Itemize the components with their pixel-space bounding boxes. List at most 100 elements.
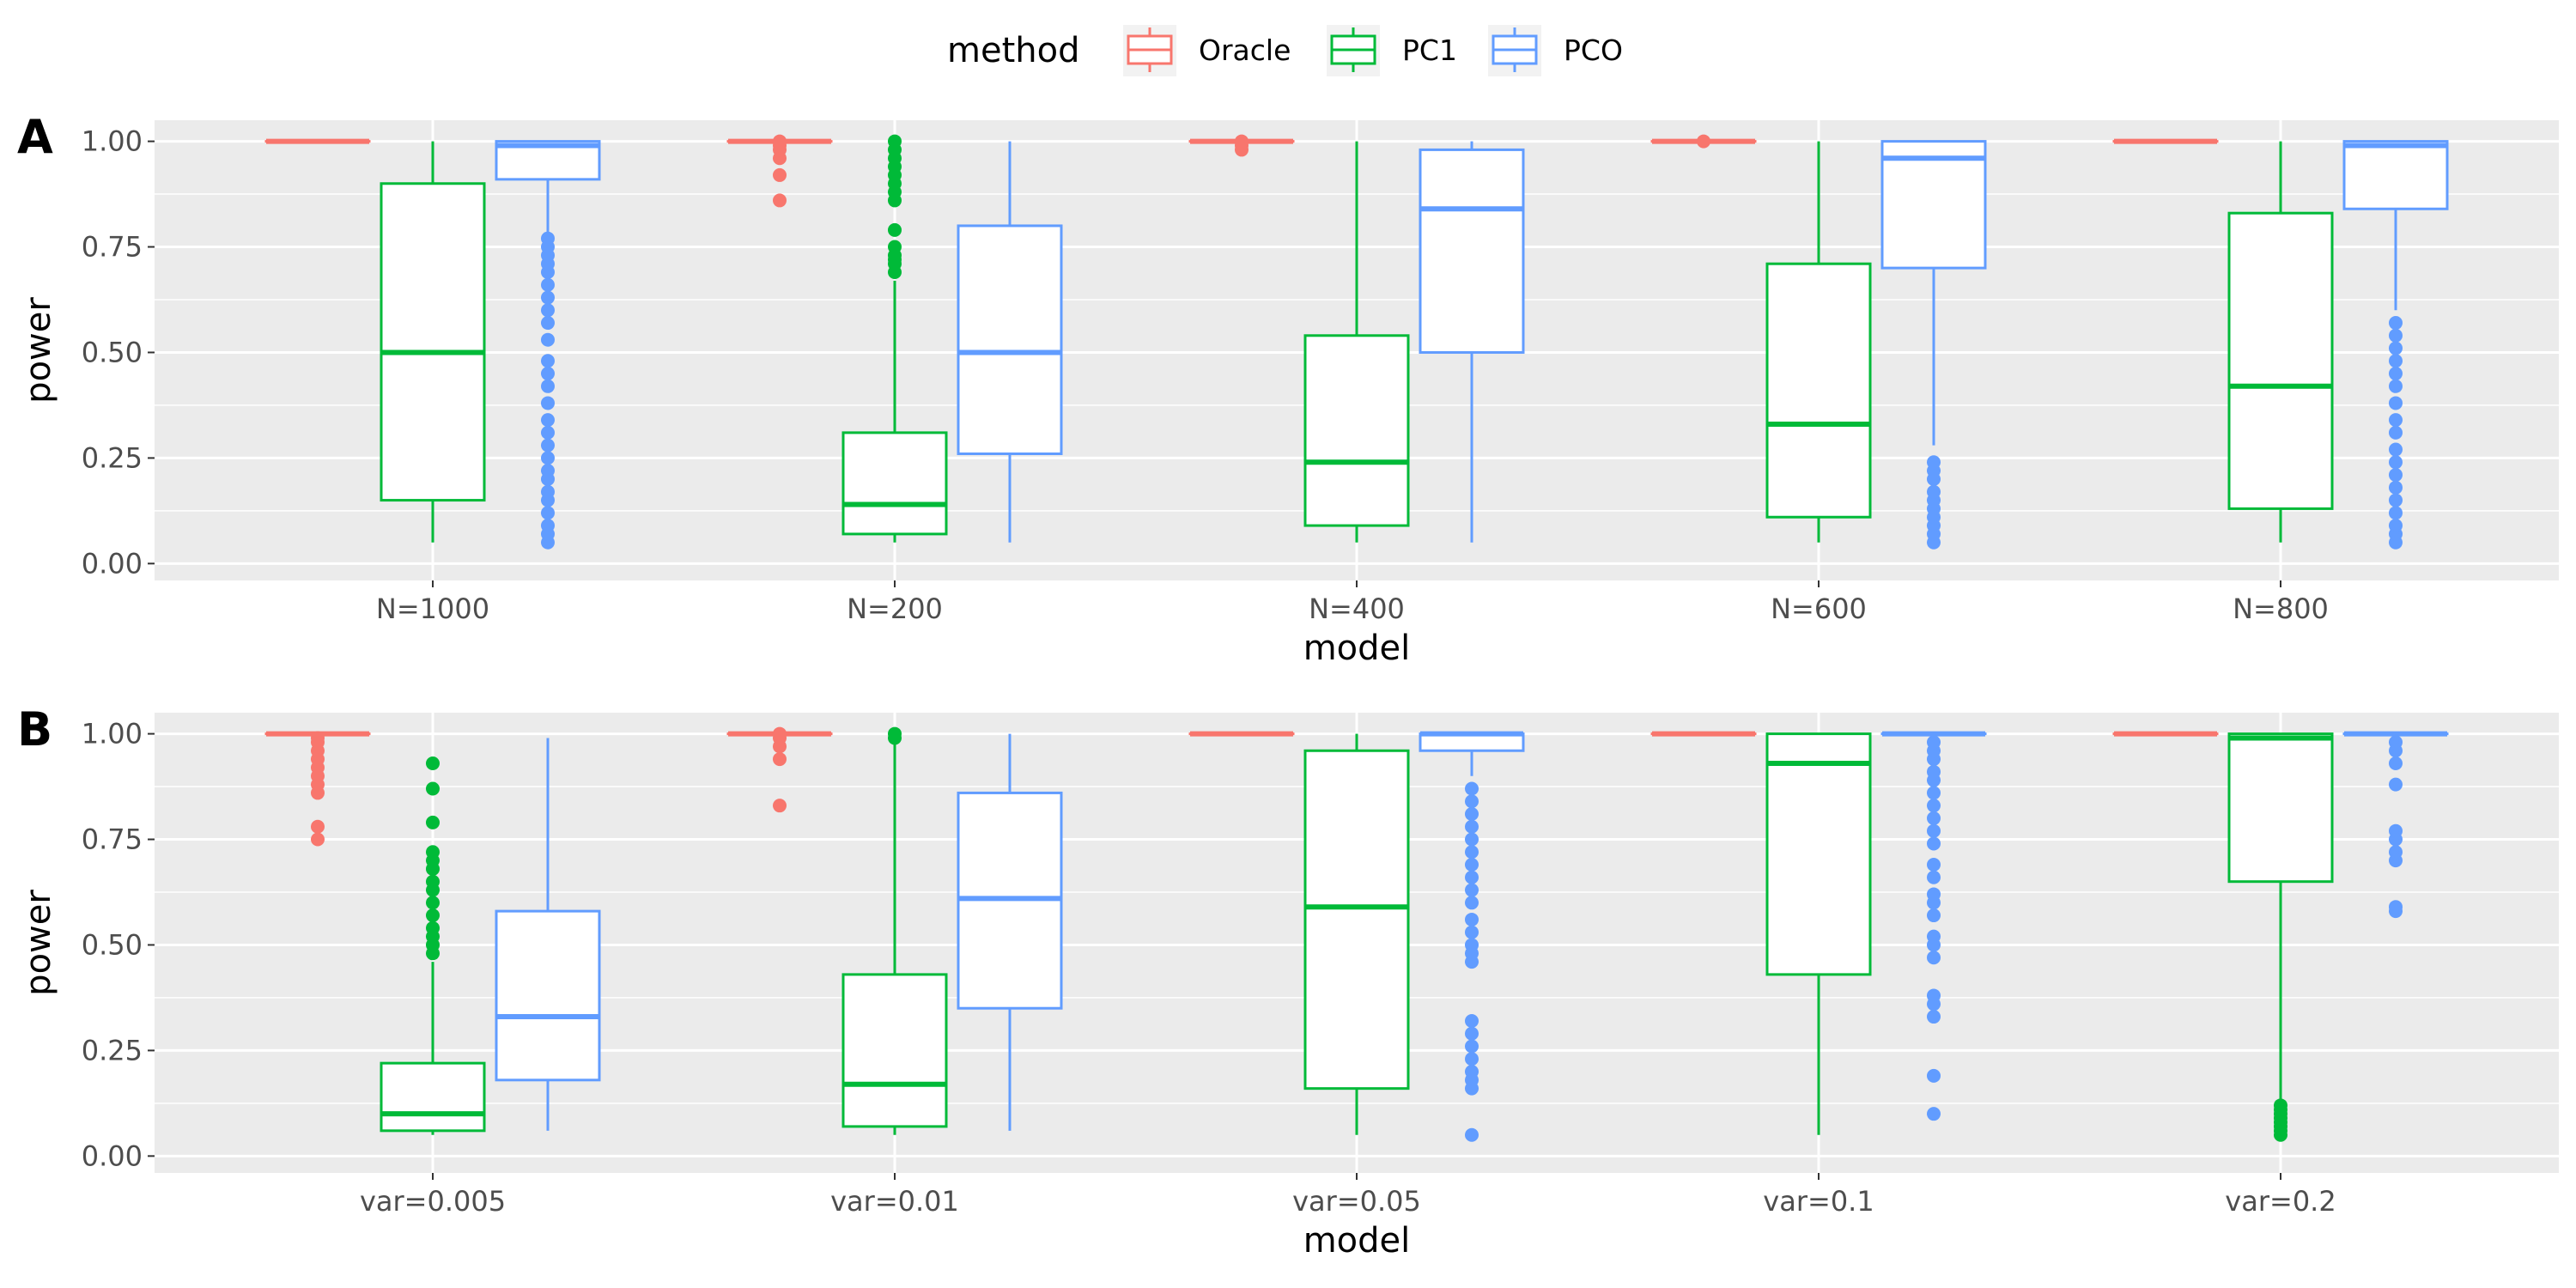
box-body [841,973,948,1128]
outlier-point [541,316,555,331]
outlier-point [1927,823,1941,838]
outlier-point [1927,484,1941,499]
y-tick-label: 0.50 [82,336,143,368]
box-pc1-var-0-05 [1303,733,1410,1135]
outlier-point [2389,845,2403,860]
y-tick-label: 0.75 [82,823,143,856]
outlier-point [1465,883,1479,897]
x-tick-label-n-1000: N=1000 [376,592,489,625]
outlier-point [1465,832,1479,847]
box-body [1419,148,1525,354]
box-pco-var-0-005 [495,738,601,1131]
outlier-point [1927,455,1941,470]
outlier-point [426,920,440,935]
x-tick-label-var-0-005: var=0.005 [360,1185,506,1218]
outlier-point [541,277,555,292]
outlier-point [2389,379,2403,393]
outlier-point [541,451,555,465]
box-pco-n-1000 [495,140,601,550]
outlier-point [541,231,555,246]
outlier-point [1465,870,1479,884]
outlier-point [426,781,440,796]
outlier-point [1927,799,1941,813]
outlier-point [541,484,555,499]
x-tick-label-var-0-01: var=0.01 [830,1185,959,1218]
outlier-point [541,303,555,318]
outlier-point [1927,988,1941,1003]
outlier-point [2389,735,2403,750]
outlier-point [541,379,555,393]
box-oracle-n-200 [726,134,833,208]
box-body [2227,732,2334,884]
outlier-point [1927,1068,1941,1083]
outlier-point [2389,480,2403,495]
outlier-point [1927,908,1941,923]
legend-title: method [947,31,1079,70]
box-body [2342,140,2449,210]
y-tick-label: 1.00 [82,125,143,158]
legend-entry-pc1: PC1 [1327,25,1457,76]
box-body [957,224,1063,455]
panel-a: 0.00 0.25 0.50 0.75 1.00 N=1000 N=200 N=400 N=60… [17,110,2559,668]
outlier-point [888,240,902,254]
box-body [495,909,601,1082]
box-pc1-n-600 [1765,141,1872,543]
outlier-point [1465,938,1479,952]
outlier-point [2389,756,2403,771]
outlier-point [1465,912,1479,927]
x-tick-label-n-400: N=400 [1309,592,1405,625]
outlier-point [1697,134,1710,149]
box-pc1-n-800 [2227,141,2334,543]
outlier-point [888,726,902,741]
box-oracle-var-0-01 [726,726,833,813]
outlier-point [1465,794,1479,809]
y-tick-label: 0.00 [82,1139,143,1172]
outlier-point [541,464,555,478]
outlier-point [1927,929,1941,944]
outlier-point [541,354,555,368]
panel-label: B [17,702,52,756]
outlier-point [773,134,787,149]
outlier-point [541,519,555,533]
outlier-point [2389,341,2403,355]
outlier-point [541,438,555,453]
box-pc1-n-200 [841,134,948,543]
box-pco-var-0-05 [1419,731,1525,1142]
outlier-point [773,726,787,741]
y-tick-label: 0.25 [82,441,143,474]
outlier-point [541,506,555,520]
outlier-point [426,896,440,910]
box-body [1303,749,1410,1091]
outlier-point [1927,811,1941,825]
y-axis-title: power [19,890,58,996]
box-pco-var-0-2 [2342,731,2449,919]
outlier-point [2389,900,2403,914]
outlier-point [2389,519,2403,533]
box-body [1880,140,1987,270]
y-tick-label: 0.75 [82,231,143,264]
box-body [1765,732,1872,976]
outlier-point [2389,493,2403,507]
outlier-point [426,815,440,829]
x-tick-label-var-0-05: var=0.05 [1292,1185,1421,1218]
box-body [841,431,948,536]
box-pc1-var-0-2 [2227,732,2334,1142]
panel-b: 0.00 0.25 0.50 0.75 1.00 var=0.005 var=0.01 var… [17,702,2559,1261]
outlier-point [2389,506,2403,520]
outlier-point [426,908,440,923]
outlier-point [426,874,440,889]
outlier-point [2389,413,2403,428]
x-tick-label-n-800: N=800 [2233,592,2329,625]
legend-label-oracle: Oracle [1199,33,1291,67]
outlier-point [2389,823,2403,838]
outlier-point [2389,367,2403,381]
outlier-point [1927,951,1941,965]
outlier-point [1465,896,1479,910]
legend-label-pco: PCO [1564,33,1623,67]
outlier-point [311,819,325,834]
box-body [1765,262,1872,519]
box-pc1-var-0-01 [841,726,948,1135]
box-pco-var-0-1 [1880,731,1987,1121]
x-axis-title: model [1303,1221,1411,1261]
outlier-point [773,799,787,813]
